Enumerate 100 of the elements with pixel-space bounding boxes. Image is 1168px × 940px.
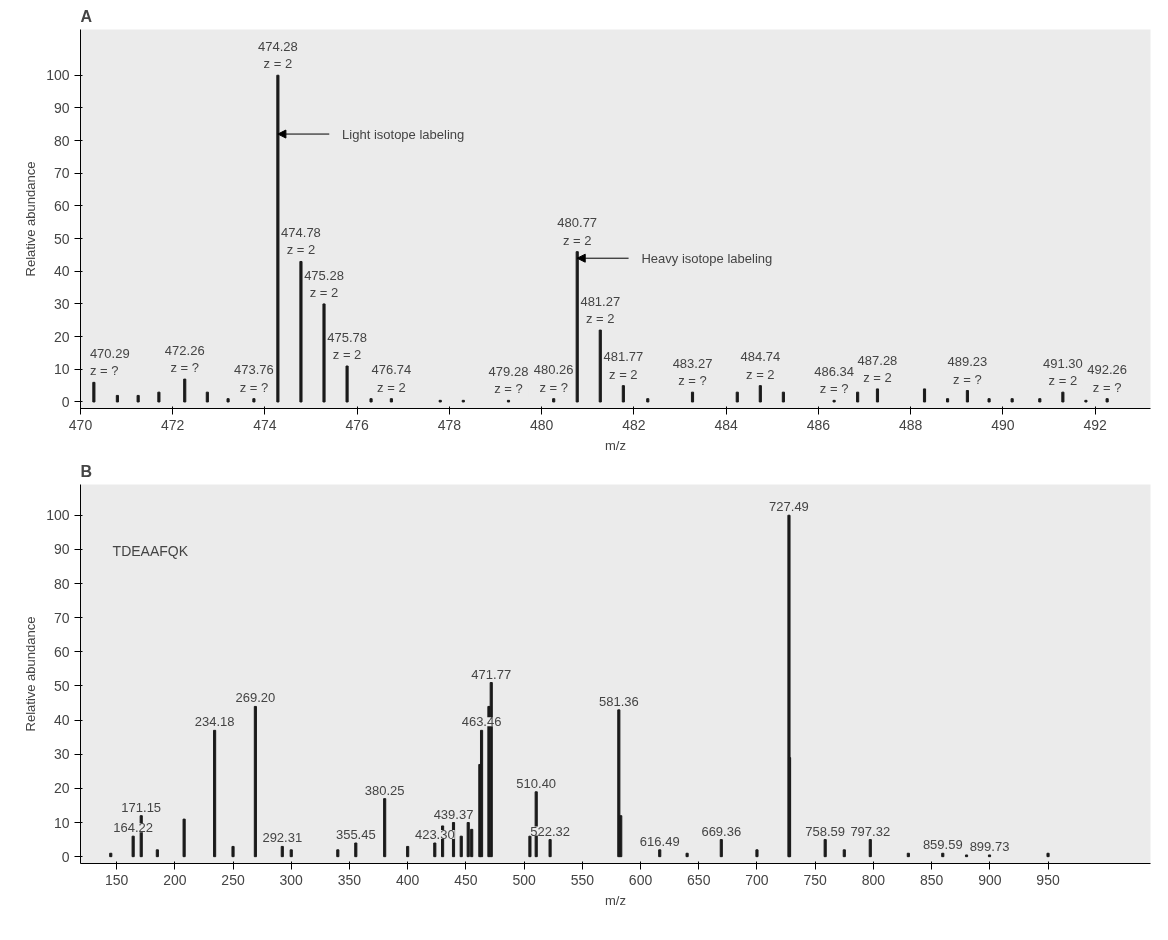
bar	[946, 398, 950, 403]
y-tick-label: 10	[53, 361, 70, 378]
y-tick-label: 60	[53, 197, 70, 214]
annotation: 475.28 z = 2	[304, 267, 344, 300]
x-tick-label: 950	[1036, 871, 1060, 888]
annotation: 474.78 z = 2	[281, 225, 321, 258]
annotation: 480.26 z = ?	[533, 362, 574, 395]
x-tick-label: 550	[570, 871, 595, 888]
bar	[941, 852, 945, 858]
bar	[868, 839, 872, 858]
bar	[369, 398, 373, 403]
bar	[354, 842, 358, 858]
bar	[758, 385, 762, 403]
x-tick-label: 350	[337, 871, 362, 888]
bar	[289, 849, 293, 858]
annotation: 479.28 z = ?	[488, 364, 529, 397]
annotation: 476.74 z = 2	[371, 362, 412, 395]
bar	[685, 852, 689, 858]
bar	[621, 385, 625, 403]
bar	[1046, 852, 1050, 858]
bar	[322, 303, 326, 403]
x-tick-label: 850	[919, 871, 944, 888]
bar	[735, 391, 739, 403]
annotation: 859.59	[922, 837, 963, 853]
y-tick-label: 0	[61, 393, 70, 410]
bar	[182, 818, 186, 858]
bar	[280, 845, 284, 858]
y-tick-label: 30	[53, 746, 70, 763]
x-tick-label: 800	[861, 871, 886, 888]
annotation: 164.22	[113, 820, 154, 836]
annotation: 484.74 z = 2	[740, 349, 781, 382]
x-tick-label: 480	[530, 416, 554, 433]
x-tick-label: 486	[806, 416, 831, 433]
annotation: 380.25	[364, 782, 405, 798]
y-tick-label: 60	[53, 643, 70, 660]
bar	[183, 378, 187, 403]
bar	[336, 849, 340, 858]
bar	[719, 839, 723, 858]
bar	[479, 729, 484, 858]
y-tick-label: 70	[53, 609, 70, 626]
annotation: 481.77 z = 2	[603, 349, 644, 382]
x-tick-label: 474	[253, 416, 277, 433]
bar	[92, 381, 96, 403]
annotation: 474.28 z = 2	[258, 38, 298, 72]
bar	[136, 394, 140, 403]
x-tick-label: 150	[104, 871, 129, 888]
y-axis-title: Relative abundance	[23, 161, 39, 277]
annotation: 899.73	[969, 838, 1010, 854]
bar	[433, 842, 437, 858]
annotation: TDEAAFQK	[112, 542, 189, 559]
y-axis-title: Relative abundance	[23, 616, 39, 732]
x-tick-label: 750	[803, 871, 828, 888]
bar	[552, 398, 556, 403]
chart-title: B	[80, 462, 93, 480]
annotation: 475.78 z = 2	[327, 329, 367, 363]
bar	[875, 388, 880, 403]
annotation: 486.34 z = ?	[814, 364, 854, 397]
y-tick-label: 90	[53, 541, 70, 558]
x-tick-label: 400	[395, 871, 420, 888]
bar	[253, 705, 257, 858]
annotation: 439.37	[433, 806, 474, 822]
x-tick-label: 490	[991, 416, 1015, 433]
x-tick-label: 482	[622, 416, 646, 433]
bar	[856, 391, 860, 403]
annotation: 481.27 z = 2	[580, 293, 621, 327]
bar	[466, 822, 470, 858]
y-tick-label: 70	[53, 165, 70, 182]
bar	[115, 394, 119, 403]
y-tick-label: 0	[61, 848, 70, 865]
annotation: 269.20	[235, 690, 276, 706]
annotation: Light isotope labeling	[342, 126, 465, 142]
x-tick-label: 300	[279, 871, 304, 888]
bar	[389, 398, 393, 403]
annotation: 292.31	[262, 830, 303, 846]
annotation: 489.23 z = ?	[947, 354, 988, 387]
bar	[226, 398, 230, 403]
bar	[213, 729, 217, 858]
bar	[299, 260, 303, 403]
bar	[658, 849, 662, 858]
x-tick-label: 478	[437, 416, 462, 433]
y-tick-label: 100	[46, 507, 70, 524]
annotation: Heavy isotope labeling	[641, 250, 773, 266]
bar	[231, 845, 235, 858]
annotation: 487.28 z = 2	[857, 352, 898, 385]
bar	[1105, 398, 1109, 403]
y-tick-label: 90	[53, 99, 70, 116]
bar	[690, 391, 695, 403]
x-tick-label: 492	[1083, 416, 1108, 433]
bar	[1061, 391, 1065, 403]
annotation: 355.45	[335, 827, 376, 843]
bar	[755, 849, 759, 858]
bar	[965, 390, 969, 403]
x-tick-label: 600	[628, 871, 653, 888]
annotation: 492.26 z = ?	[1087, 362, 1128, 395]
x-tick-label: 650	[687, 871, 711, 888]
y-tick-label: 10	[53, 814, 70, 831]
y-tick-label: 40	[53, 712, 70, 729]
x-tick-label: 450	[454, 871, 478, 888]
bar	[157, 391, 161, 403]
x-axis-title: m/z	[605, 437, 626, 453]
